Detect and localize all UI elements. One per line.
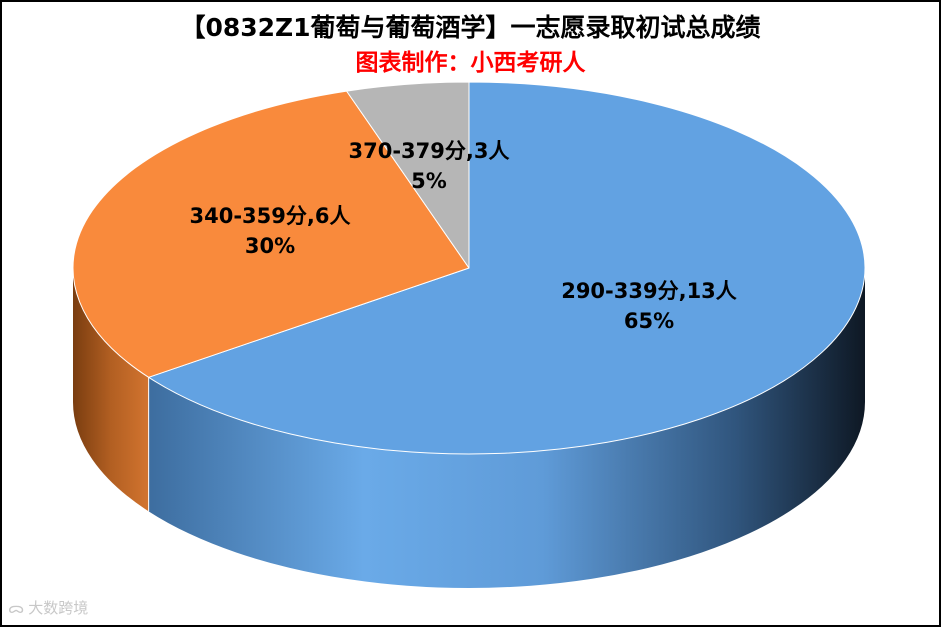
weibo-logo-icon: ᯅ — [8, 599, 25, 617]
slice-340-359-percent-label: 30% — [245, 234, 295, 258]
slice-370-379 — [346, 81, 470, 269]
chart-title: 【0832Z1葡萄与葡萄酒学】一志愿录取初试总成绩 — [180, 13, 761, 42]
slice-340-359 — [72, 90, 470, 378]
slice-290-339 — [148, 81, 866, 455]
watermark-text: 大数跨境 — [28, 599, 89, 617]
slice-340-359-side — [72, 268, 149, 512]
watermark: ᯅ 大数跨境 — [8, 597, 88, 618]
slice-370-379-percent-label: 5% — [411, 169, 447, 193]
slice-290-339-percent-label: 65% — [624, 309, 674, 333]
chart-subtitle: 图表制作：小西考研人 — [355, 50, 586, 76]
slice-370-379-category-label: 370-379分,3人 — [349, 139, 510, 163]
slice-290-339-category-label: 290-339分,13人 — [561, 279, 737, 303]
slice-290-339-side — [148, 268, 865, 589]
slice-340-359-category-label: 340-359分,6人 — [190, 204, 351, 228]
